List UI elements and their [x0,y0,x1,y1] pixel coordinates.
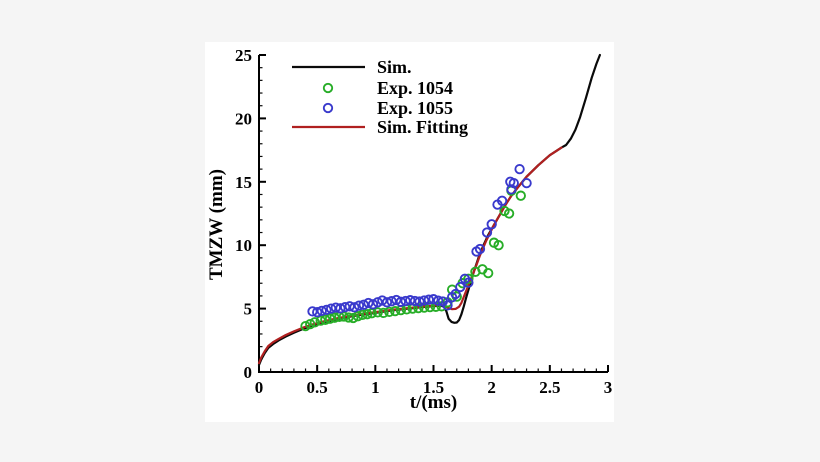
legend-marker-exp-1055 [322,102,334,114]
exp-1054-point [324,313,336,324]
legend-label-exp-1054: Exp. 1054 [377,78,453,98]
y-tick-label: 5 [244,300,253,319]
exp-1055-point [316,305,327,317]
x-tick-label: 0.5 [307,378,328,397]
legend-marker-exp-1054 [322,82,334,94]
y-tick-label: 0 [244,363,253,382]
exp-1054-point [384,306,395,318]
exp-1054-point [372,307,383,318]
exp-1054-point [362,309,373,320]
exp-1055-point [353,300,365,311]
exp-1055-point [335,303,346,314]
exp-1054-point [300,320,311,332]
y-tick-label: 15 [235,173,252,192]
exp-1055-point [450,288,461,300]
exp-1055-point [496,195,508,206]
exp-1055-point [481,227,493,238]
exp-1054-point [352,311,364,322]
exp-1055-point [506,184,517,195]
legend-label-exp-1055: Exp. 1055 [377,98,453,118]
x-tick-label: 2.5 [539,378,560,397]
exp-1054-point [515,190,526,201]
exp-1054-point [389,305,401,317]
exp-1055-point [455,281,466,293]
y-tick-label: 25 [235,46,252,65]
exp-1055-point [321,304,332,316]
x-tick-label: 3 [604,378,613,397]
exp-1054-point [378,307,389,319]
exp-1055-point [367,299,379,310]
x-axis-title: t/(ms) [410,392,457,413]
y-tick-label: 10 [235,236,252,255]
x-tick-label: 1 [371,378,380,397]
exp-1054-point [357,309,368,321]
exp-1055-point [423,294,434,305]
y-axis-title: TMZW (mm) [206,169,227,280]
exp-1055-point [463,277,474,288]
x-tick-label: 1.5 [423,378,444,397]
y-tick-label: 20 [235,109,252,128]
exp-1055-point [508,177,519,189]
plot-panel: 0 0.5 1 1.5 2 2.5 3 0 5 10 15 20 25 t/(ms) TMZW (mm) Si… [205,42,614,422]
exp-1055-point [419,295,430,306]
exp-1055-point [381,297,393,308]
x-tick-label: 0 [255,378,264,397]
exp-1054-point [315,315,326,326]
exp-1055-point [474,243,486,255]
exp-1055-point [486,219,497,230]
chart-svg: 0 0.5 1 1.5 2 2.5 3 0 5 10 15 20 25 t/(ms) TMZW (mm) Si… [206,46,613,413]
exp-1054-point [309,317,320,328]
exp-1054-point [320,314,331,325]
exp-1055-point [395,296,407,307]
exp-1055-point [349,302,360,313]
legend-label-sim-fitting: Sim. Fitting [377,117,468,137]
legend-label-sim: Sim. [377,57,412,77]
exp-1054-point [493,240,504,251]
exp-1055-point [405,295,416,306]
exp-1055-point [428,294,439,305]
exp-1054-point [305,318,316,330]
exp-1054-point [483,267,494,279]
exp-1055-point [521,177,532,189]
exp-1055-point [414,296,425,307]
exp-1054-point [338,311,350,322]
exp-1055-point [433,295,444,306]
exp-1055-point [442,300,453,311]
exp-1055-point [312,307,323,318]
exp-1055-point [514,163,525,175]
exp-1054-point [343,312,354,323]
x-tick-label: 2 [487,378,496,397]
exp-1054-point [348,312,359,324]
exp-1054-point [463,273,474,284]
exp-1054-point [329,312,340,323]
exp-1055-point [391,294,402,306]
exp-1054-point [503,208,515,219]
